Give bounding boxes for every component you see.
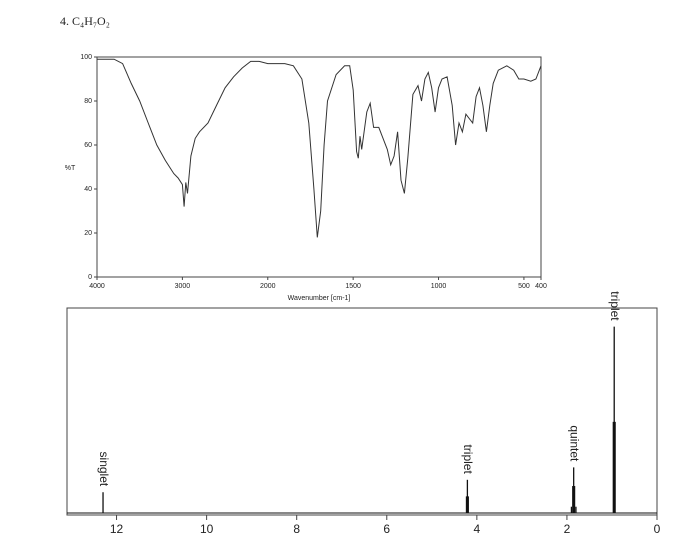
peak-label: triplet xyxy=(461,444,475,474)
x-axis-label: Wavenumber [cm-1] xyxy=(288,295,351,302)
y-tick-label: 80 xyxy=(84,98,92,105)
x-tick-label: 400 xyxy=(535,283,547,290)
x-tick-label: 0 xyxy=(654,522,661,536)
x-tick-label: 4 xyxy=(474,522,481,536)
peak-label: singlet xyxy=(97,452,111,487)
y-tick-label: 20 xyxy=(84,230,92,237)
y-tick-label: 0 xyxy=(88,274,92,281)
x-tick-label: 1000 xyxy=(431,283,447,290)
peak-label: triplet xyxy=(608,291,622,321)
heading: 4. C₄H₇O₂ xyxy=(60,14,110,28)
y-tick-label: 100 xyxy=(80,54,92,61)
x-tick-label: 3000 xyxy=(175,283,191,290)
ir-trace xyxy=(97,58,542,238)
x-tick-label: 6 xyxy=(383,522,390,536)
x-tick-label: 2000 xyxy=(260,283,276,290)
y-axis-label: %T xyxy=(65,165,76,172)
y-tick-label: 60 xyxy=(84,142,92,149)
x-tick-label: 4000 xyxy=(89,283,105,290)
ir-frame xyxy=(96,56,542,278)
x-tick-label: 500 xyxy=(518,283,530,290)
x-tick-label: 2 xyxy=(564,522,571,536)
x-tick-label: 1500 xyxy=(345,283,361,290)
nmr-frame xyxy=(66,307,658,516)
x-tick-label: 10 xyxy=(200,522,214,536)
y-tick-label: 40 xyxy=(84,186,92,193)
peak-label: quintet xyxy=(568,425,582,462)
x-tick-label: 12 xyxy=(110,522,124,536)
x-tick-label: 8 xyxy=(293,522,300,536)
